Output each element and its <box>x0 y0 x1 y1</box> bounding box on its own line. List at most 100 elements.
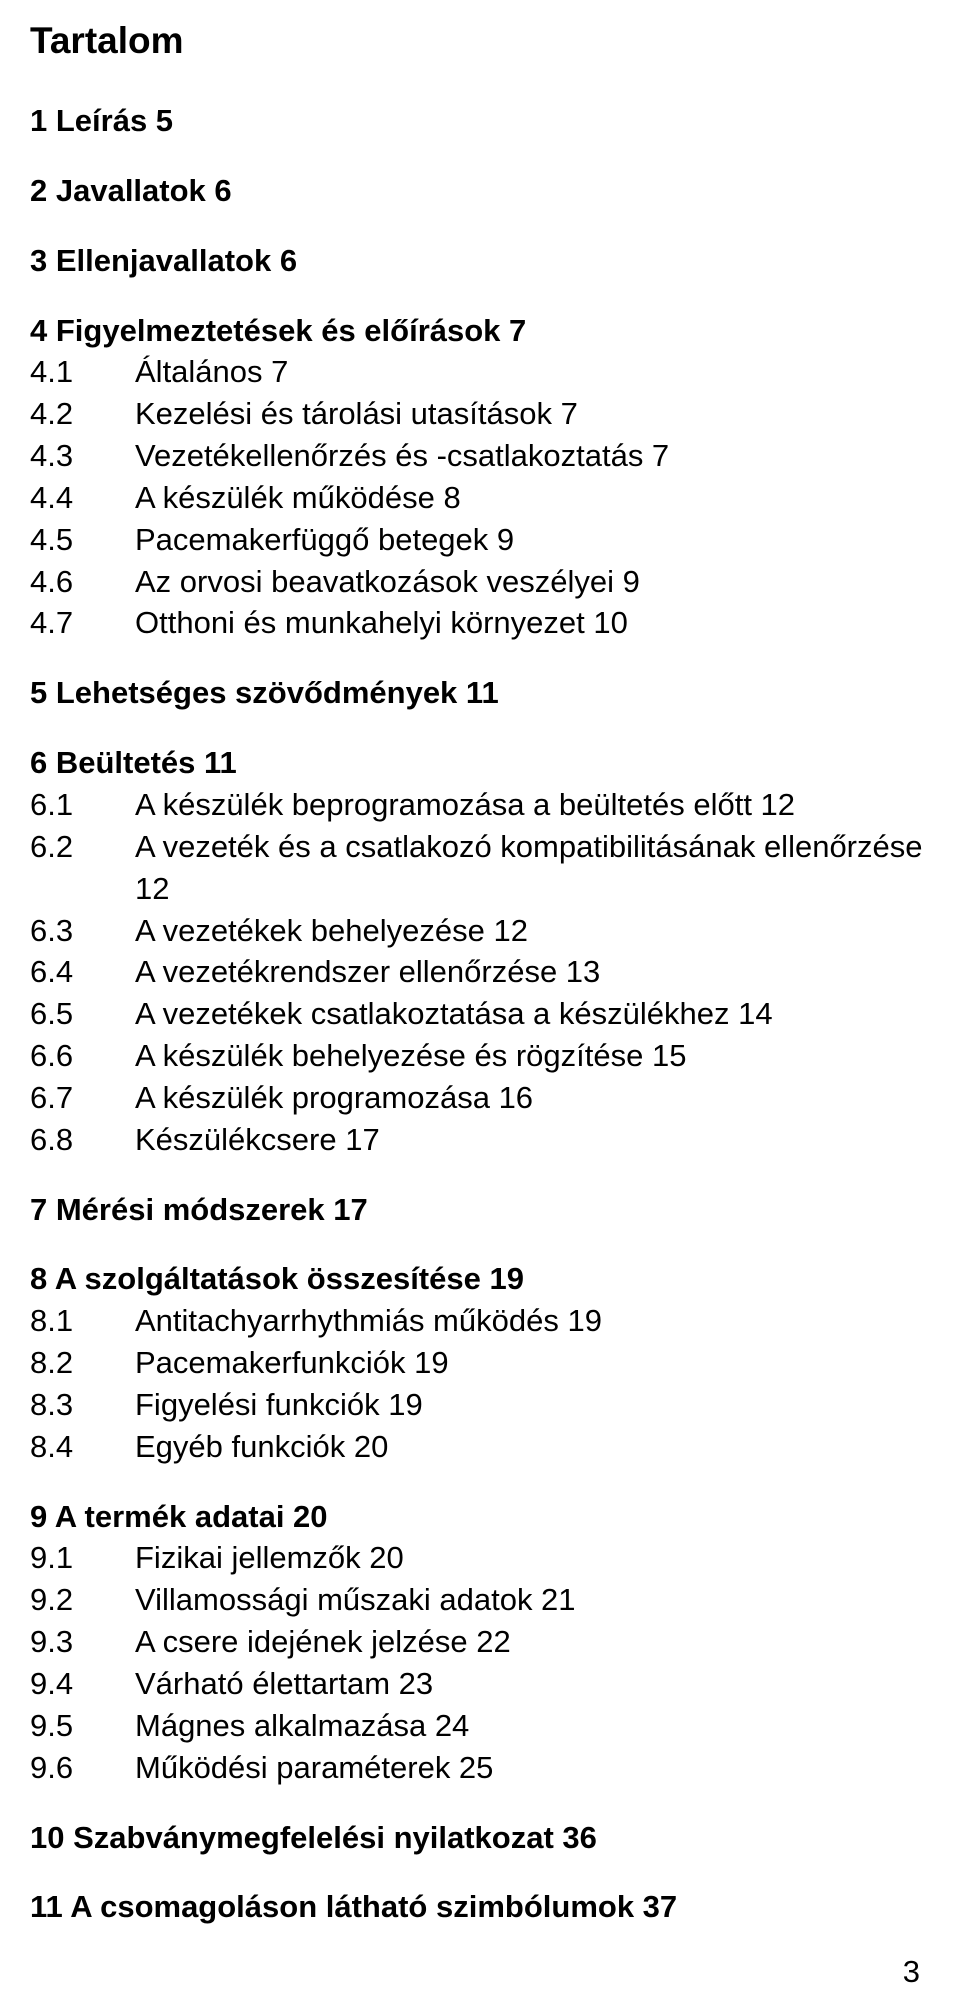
toc-subentry: 9.4Várható élettartam 23 <box>30 1663 930 1705</box>
toc-subentry-title: A csere idejének jelzése 22 <box>135 1621 511 1663</box>
toc-subentry: 4.7Otthoni és munkahelyi környezet 10 <box>30 602 930 644</box>
toc-section-heading: 6 Beültetés 11 <box>30 742 930 784</box>
toc-section-heading: 7 Mérési módszerek 17 <box>30 1189 930 1231</box>
toc-subentry: 6.7A készülék programozása 16 <box>30 1077 930 1119</box>
toc-subentry: 4.2Kezelési és tárolási utasítások 7 <box>30 393 930 435</box>
toc-subentries: 6.1A készülék beprogramozása a beültetés… <box>30 784 930 1161</box>
toc-subentry-number: 9.3 <box>30 1621 135 1663</box>
toc-section-heading: 9 A termék adatai 20 <box>30 1496 930 1538</box>
toc-section: 5 Lehetséges szövődmények 11 <box>30 672 930 714</box>
toc-subentry-number: 6.5 <box>30 993 135 1035</box>
toc-section: 4 Figyelmeztetések és előírások 74.1Álta… <box>30 310 930 645</box>
toc-subentry-title: A készülék behelyezése és rögzítése 15 <box>135 1035 686 1077</box>
toc-section: 9 A termék adatai 209.1Fizikai jellemzők… <box>30 1496 930 1789</box>
toc-subentry-title: A vezetékek csatlakoztatása a készülékhe… <box>135 993 773 1035</box>
toc-subentry-number: 6.2 <box>30 826 135 910</box>
toc-section: 10 Szabványmegfelelési nyilatkozat 36 <box>30 1817 930 1859</box>
toc-section: 2 Javallatok 6 <box>30 170 930 212</box>
toc-subentry-title: A vezetékrendszer ellenőrzése 13 <box>135 951 600 993</box>
toc-section-heading: 1 Leírás 5 <box>30 100 930 142</box>
toc-section-heading: 11 A csomagoláson látható szimbólumok 37 <box>30 1886 930 1928</box>
toc-section-heading: 2 Javallatok 6 <box>30 170 930 212</box>
toc-subentry: 9.1Fizikai jellemzők 20 <box>30 1537 930 1579</box>
toc-subentry-number: 6.6 <box>30 1035 135 1077</box>
toc-subentry-title: A vezetékek behelyezése 12 <box>135 910 528 952</box>
toc-section-heading: 5 Lehetséges szövődmények 11 <box>30 672 930 714</box>
toc-subentry-number: 9.6 <box>30 1747 135 1789</box>
toc-subentry-number: 4.6 <box>30 561 135 603</box>
toc-subentry: 8.4Egyéb funkciók 20 <box>30 1426 930 1468</box>
toc-section-heading: 4 Figyelmeztetések és előírások 7 <box>30 310 930 352</box>
toc-subentry-number: 6.4 <box>30 951 135 993</box>
toc-subentries: 9.1Fizikai jellemzők 209.2Villamossági m… <box>30 1537 930 1788</box>
toc-section: 7 Mérési módszerek 17 <box>30 1189 930 1231</box>
toc-container: 1 Leírás 5 2 Javallatok 6 3 Ellenjavallato… <box>30 100 930 1928</box>
toc-subentry-title: Pacemakerfunkciók 19 <box>135 1342 449 1384</box>
toc-section: 11 A csomagoláson látható szimbólumok 37 <box>30 1886 930 1928</box>
toc-subentry-number: 6.3 <box>30 910 135 952</box>
toc-section: 1 Leírás 5 <box>30 100 930 142</box>
toc-subentry-number: 6.8 <box>30 1119 135 1161</box>
toc-subentry-number: 6.7 <box>30 1077 135 1119</box>
toc-subentry: 6.6A készülék behelyezése és rögzítése 1… <box>30 1035 930 1077</box>
toc-subentry: 6.1A készülék beprogramozása a beültetés… <box>30 784 930 826</box>
toc-subentry: 6.5A vezetékek csatlakoztatása a készülé… <box>30 993 930 1035</box>
toc-subentry-number: 9.2 <box>30 1579 135 1621</box>
toc-section: 3 Ellenjavallatok 6 <box>30 240 930 282</box>
toc-section-heading: 8 A szolgáltatások összesítése 19 <box>30 1258 930 1300</box>
toc-subentry-number: 4.5 <box>30 519 135 561</box>
toc-subentry-title: Pacemakerfüggő betegek 9 <box>135 519 514 561</box>
toc-subentry-number: 9.4 <box>30 1663 135 1705</box>
toc-subentry: 9.5Mágnes alkalmazása 24 <box>30 1705 930 1747</box>
toc-subentry: 8.3Figyelési funkciók 19 <box>30 1384 930 1426</box>
toc-subentry-number: 4.1 <box>30 351 135 393</box>
toc-subentry-number: 9.5 <box>30 1705 135 1747</box>
toc-subentry-title: Készülékcsere 17 <box>135 1119 380 1161</box>
toc-subentry: 6.2A vezeték és a csatlakozó kompatibili… <box>30 826 930 910</box>
toc-subentry: 6.4A vezetékrendszer ellenőrzése 13 <box>30 951 930 993</box>
toc-subentry-title: Várható élettartam 23 <box>135 1663 433 1705</box>
toc-subentry-title: Kezelési és tárolási utasítások 7 <box>135 393 578 435</box>
toc-subentry-title: Mágnes alkalmazása 24 <box>135 1705 469 1747</box>
toc-subentry-title: A készülék működése 8 <box>135 477 461 519</box>
toc-subentry: 4.1Általános 7 <box>30 351 930 393</box>
toc-section: 6 Beültetés 116.1A készülék beprogramozá… <box>30 742 930 1160</box>
toc-title: Tartalom <box>30 20 930 62</box>
toc-subentry-number: 8.1 <box>30 1300 135 1342</box>
toc-subentry-number: 9.1 <box>30 1537 135 1579</box>
toc-subentries: 4.1Általános 74.2Kezelési és tárolási ut… <box>30 351 930 644</box>
toc-subentry-title: Működési paraméterek 25 <box>135 1747 493 1789</box>
toc-subentry: 8.2Pacemakerfunkciók 19 <box>30 1342 930 1384</box>
toc-subentry-title: Vezetékellenőrzés és -csatlakoztatás 7 <box>135 435 669 477</box>
toc-subentry-title: A vezeték és a csatlakozó kompatibilitás… <box>135 826 930 910</box>
toc-section-heading: 10 Szabványmegfelelési nyilatkozat 36 <box>30 1817 930 1859</box>
toc-subentry: 4.4A készülék működése 8 <box>30 477 930 519</box>
toc-subentry-number: 4.4 <box>30 477 135 519</box>
toc-subentry-title: Az orvosi beavatkozások veszélyei 9 <box>135 561 640 603</box>
toc-subentry: 9.6Működési paraméterek 25 <box>30 1747 930 1789</box>
toc-subentry-number: 8.2 <box>30 1342 135 1384</box>
toc-subentry-number: 4.7 <box>30 602 135 644</box>
toc-subentry-number: 4.2 <box>30 393 135 435</box>
toc-subentry-number: 4.3 <box>30 435 135 477</box>
toc-subentry-title: Általános 7 <box>135 351 288 393</box>
toc-subentry: 9.3A csere idejének jelzése 22 <box>30 1621 930 1663</box>
toc-subentry: 6.3A vezetékek behelyezése 12 <box>30 910 930 952</box>
toc-subentry: 6.8Készülékcsere 17 <box>30 1119 930 1161</box>
toc-subentry-title: Villamossági műszaki adatok 21 <box>135 1579 576 1621</box>
toc-subentry: 4.6Az orvosi beavatkozások veszélyei 9 <box>30 561 930 603</box>
toc-subentry-title: Figyelési funkciók 19 <box>135 1384 423 1426</box>
toc-section: 8 A szolgáltatások összesítése 198.1Anti… <box>30 1258 930 1467</box>
toc-subentry: 9.2Villamossági műszaki adatok 21 <box>30 1579 930 1621</box>
toc-subentry-title: Egyéb funkciók 20 <box>135 1426 388 1468</box>
toc-subentry-title: Fizikai jellemzők 20 <box>135 1537 404 1579</box>
toc-subentry: 8.1Antitachyarrhythmiás működés 19 <box>30 1300 930 1342</box>
toc-subentry-number: 8.4 <box>30 1426 135 1468</box>
toc-subentry-title: A készülék programozása 16 <box>135 1077 533 1119</box>
toc-subentry: 4.3Vezetékellenőrzés és -csatlakoztatás … <box>30 435 930 477</box>
toc-section-heading: 3 Ellenjavallatok 6 <box>30 240 930 282</box>
toc-subentry-number: 6.1 <box>30 784 135 826</box>
toc-subentry-number: 8.3 <box>30 1384 135 1426</box>
toc-subentry: 4.5Pacemakerfüggő betegek 9 <box>30 519 930 561</box>
toc-subentry-title: Antitachyarrhythmiás működés 19 <box>135 1300 602 1342</box>
